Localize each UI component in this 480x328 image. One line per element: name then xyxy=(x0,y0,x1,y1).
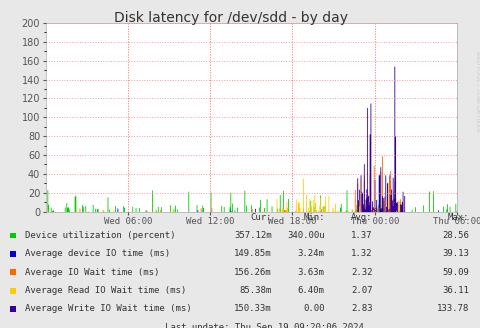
Text: 1.32: 1.32 xyxy=(350,249,372,258)
Text: Last update: Thu Sep 19 09:20:06 2024: Last update: Thu Sep 19 09:20:06 2024 xyxy=(165,323,363,328)
Text: Min:: Min: xyxy=(302,213,324,222)
Text: 357.12m: 357.12m xyxy=(234,231,271,240)
Text: 340.00u: 340.00u xyxy=(287,231,324,240)
Text: 28.56: 28.56 xyxy=(441,231,468,240)
Text: 2.83: 2.83 xyxy=(350,304,372,314)
Text: Avg:: Avg: xyxy=(350,213,372,222)
Text: 156.26m: 156.26m xyxy=(234,268,271,277)
Text: 133.78: 133.78 xyxy=(436,304,468,314)
Text: RRDTOOL / TOBI OETIKER: RRDTOOL / TOBI OETIKER xyxy=(474,51,479,132)
Text: Disk latency for /dev/sdd - by day: Disk latency for /dev/sdd - by day xyxy=(114,11,347,26)
Text: Max:: Max: xyxy=(446,213,468,222)
Text: Average IO Wait time (ms): Average IO Wait time (ms) xyxy=(25,268,159,277)
Text: 6.40m: 6.40m xyxy=(297,286,324,295)
Text: Average Read IO Wait time (ms): Average Read IO Wait time (ms) xyxy=(25,286,186,295)
Text: 85.38m: 85.38m xyxy=(239,286,271,295)
Text: 2.07: 2.07 xyxy=(350,286,372,295)
Text: 0.00: 0.00 xyxy=(302,304,324,314)
Text: 39.13: 39.13 xyxy=(441,249,468,258)
Text: 3.63m: 3.63m xyxy=(297,268,324,277)
Text: Device utilization (percent): Device utilization (percent) xyxy=(25,231,175,240)
Text: Average device IO time (ms): Average device IO time (ms) xyxy=(25,249,170,258)
Text: 36.11: 36.11 xyxy=(441,286,468,295)
Text: 1.37: 1.37 xyxy=(350,231,372,240)
Text: 149.85m: 149.85m xyxy=(234,249,271,258)
Text: 3.24m: 3.24m xyxy=(297,249,324,258)
Text: Cur:: Cur: xyxy=(250,213,271,222)
Text: 2.32: 2.32 xyxy=(350,268,372,277)
Text: 150.33m: 150.33m xyxy=(234,304,271,314)
Text: Average Write IO Wait time (ms): Average Write IO Wait time (ms) xyxy=(25,304,191,314)
Text: 59.09: 59.09 xyxy=(441,268,468,277)
